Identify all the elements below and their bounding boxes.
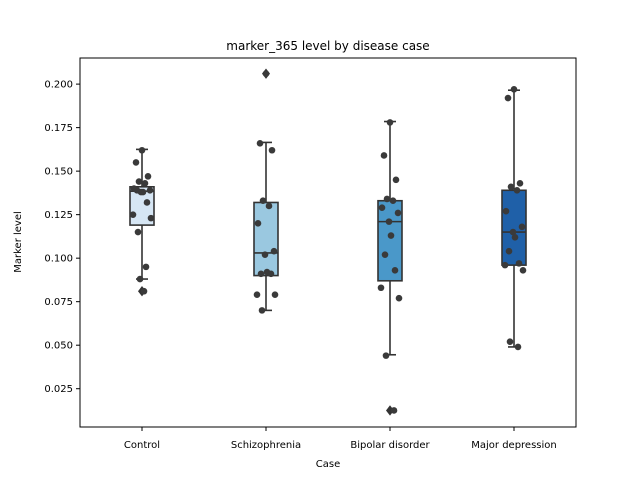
data-point <box>140 287 148 295</box>
y-tick-label: 0.175 <box>44 123 73 134</box>
data-point <box>147 214 155 222</box>
data-point <box>386 119 394 126</box>
data-point <box>510 86 518 93</box>
x-tick-label: Major depression <box>471 440 557 451</box>
data-point <box>389 197 397 205</box>
data-point <box>394 209 402 217</box>
y-axis: 0.025 0.050 0.075 0.100 0.125 0.150 0.175 0.200 <box>44 80 80 395</box>
data-point <box>271 291 279 299</box>
points-bipolar-disorder <box>377 119 403 414</box>
plot-area <box>129 68 527 416</box>
y-axis-label: Marker level <box>13 211 24 273</box>
data-point <box>392 176 400 184</box>
data-point <box>262 70 270 77</box>
data-point <box>144 173 152 180</box>
data-point <box>507 183 515 191</box>
data-point <box>133 186 141 194</box>
data-point <box>129 211 137 218</box>
data-point <box>270 247 278 255</box>
data-point <box>141 180 149 187</box>
box-schizophrenia <box>253 68 279 312</box>
data-point <box>509 228 517 236</box>
data-point <box>267 270 275 278</box>
data-point <box>254 220 262 227</box>
data-point <box>502 207 510 215</box>
data-point <box>504 94 512 102</box>
y-tick-label: 0.200 <box>44 80 73 91</box>
data-point <box>257 270 265 278</box>
data-point <box>514 343 522 351</box>
data-point <box>518 223 526 231</box>
points-major-depression <box>501 86 527 351</box>
x-axis: Control Schizophrenia Bipolar disorder Majo… <box>124 427 557 451</box>
data-point <box>135 178 143 185</box>
y-tick-label: 0.050 <box>44 341 73 352</box>
points-schizophrenia <box>253 70 279 314</box>
x-axis-label: Case <box>316 459 340 470</box>
x-tick-label: Control <box>124 440 160 451</box>
data-point <box>268 146 276 154</box>
y-tick-label: 0.025 <box>44 384 73 395</box>
data-point <box>261 251 269 258</box>
data-point <box>134 228 142 236</box>
data-point <box>132 159 140 166</box>
data-point <box>258 307 266 314</box>
data-point <box>146 186 154 194</box>
data-point <box>259 197 267 205</box>
y-tick-label: 0.075 <box>44 297 73 308</box>
data-point <box>391 267 399 274</box>
data-point <box>256 139 264 147</box>
y-tick-label: 0.100 <box>44 254 73 265</box>
data-point <box>515 260 523 267</box>
data-point <box>387 232 395 239</box>
data-point <box>265 202 273 210</box>
data-point <box>501 261 509 269</box>
data-point <box>142 263 150 271</box>
data-point <box>143 199 151 206</box>
data-point <box>516 180 524 187</box>
data-point <box>380 152 388 159</box>
data-point <box>138 146 146 154</box>
y-tick-label: 0.125 <box>44 210 73 221</box>
data-point <box>513 186 521 194</box>
data-point <box>381 251 389 258</box>
data-point <box>506 338 514 346</box>
data-point <box>383 195 391 203</box>
data-point <box>136 275 144 283</box>
data-point <box>390 407 398 414</box>
data-point <box>505 247 513 255</box>
box-body <box>253 201 279 277</box>
chart-title: marker_365 level by disease case <box>226 39 429 53</box>
data-point <box>511 233 519 241</box>
data-point <box>385 218 393 225</box>
x-tick-label: Bipolar disorder <box>350 440 430 451</box>
data-point <box>139 188 147 196</box>
data-point <box>382 352 390 359</box>
data-point <box>519 267 527 274</box>
x-tick-label: Schizophrenia <box>231 440 301 451</box>
data-point <box>395 294 403 302</box>
y-tick-label: 0.150 <box>44 167 73 178</box>
points-control <box>129 146 155 295</box>
data-point <box>253 291 261 299</box>
data-point <box>377 284 385 292</box>
plot-frame <box>79 57 577 428</box>
data-point <box>378 204 386 211</box>
